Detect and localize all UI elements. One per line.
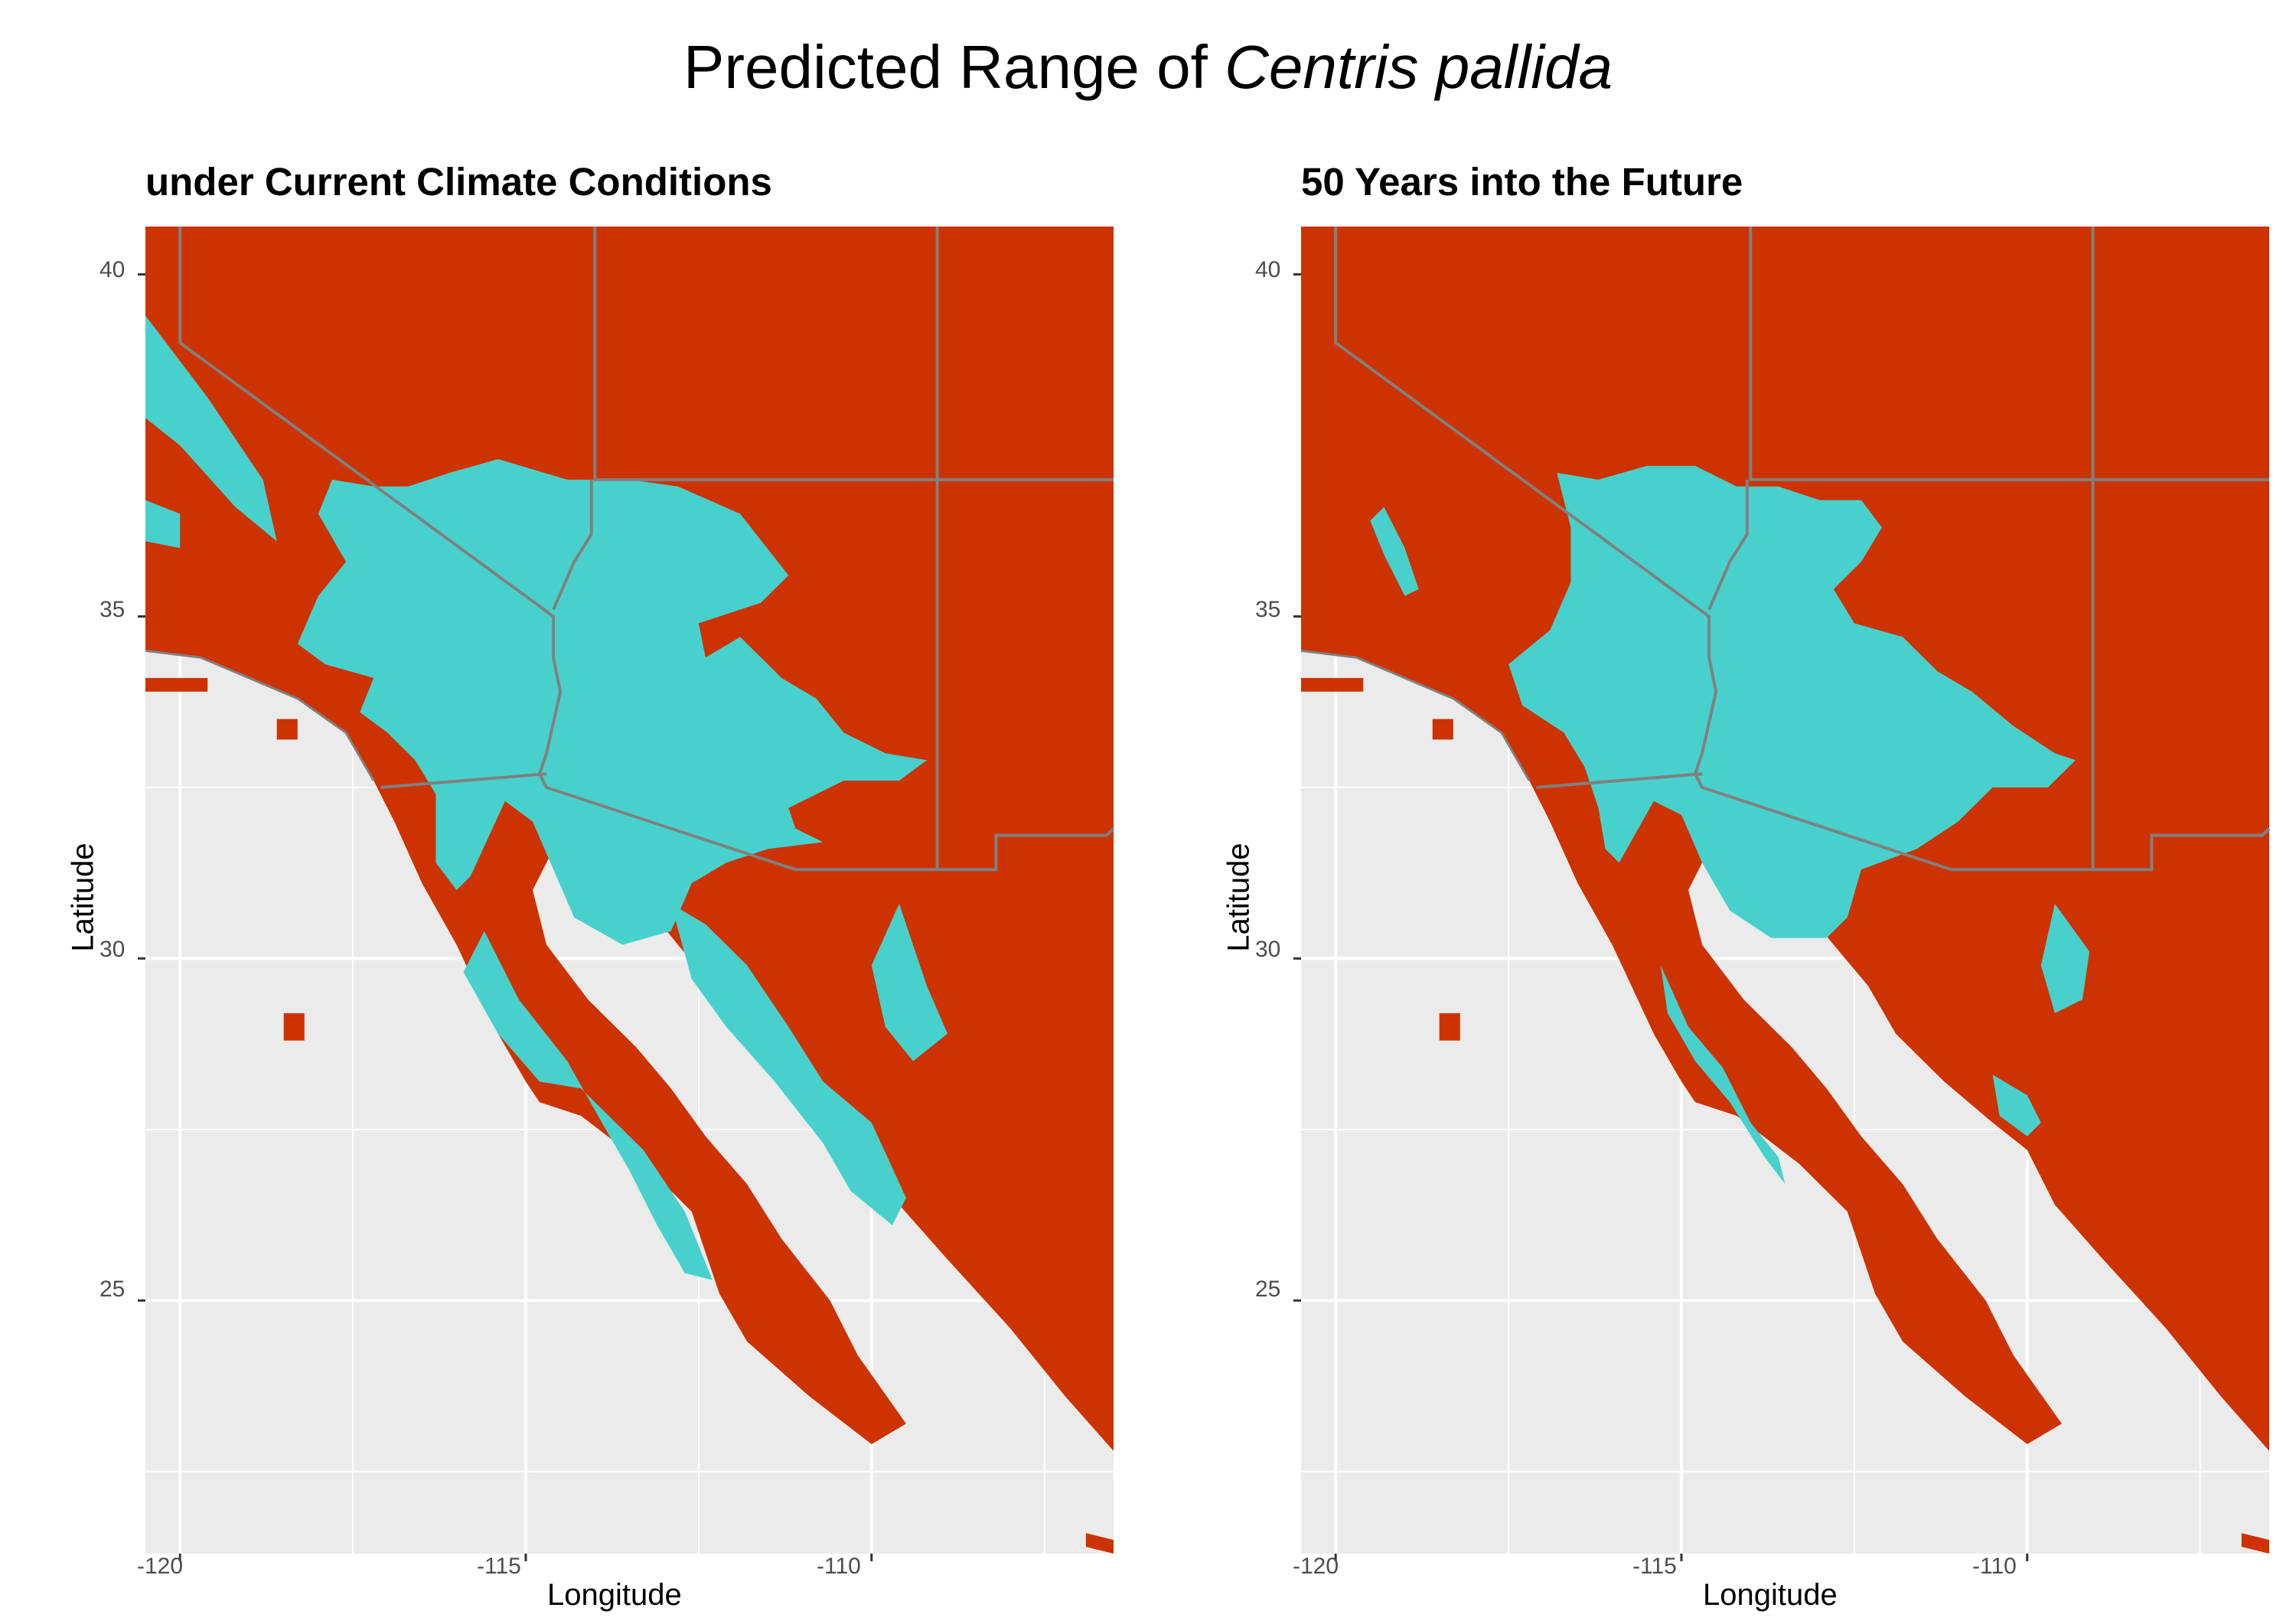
y-tick-label: 40 (99, 257, 126, 282)
y-tick-label: 25 (99, 1277, 126, 1302)
suitable-region (2040, 903, 2090, 1013)
suitable-region (1508, 465, 2076, 938)
unsuitable-island (1301, 677, 1364, 692)
coastline (145, 649, 375, 781)
map-panel-future: 50 Years into the Future Longitude Latit… (1156, 0, 2296, 1624)
panel-subtitle-current: under Current Climate Conditions (145, 160, 772, 204)
suitable-region (145, 500, 181, 549)
map-plot-future (1293, 227, 2271, 1561)
x-axis-title-current: Longitude (547, 1578, 682, 1612)
state-border (1536, 772, 1703, 789)
unsuitable-island (2241, 1533, 2269, 1554)
suitable-region (297, 458, 927, 945)
coastline (1300, 649, 1531, 781)
unsuitable-island (276, 719, 298, 740)
state-border (1707, 479, 1749, 611)
suitable-region (463, 931, 713, 1280)
map-panel-current: under Current Climate Conditions Longitu… (66, 160, 1115, 1612)
unsuitable-island (1439, 1013, 1460, 1041)
suitable-region (1370, 507, 1419, 596)
y-tick-label: 40 (1255, 257, 1281, 282)
x-tick-label: -120 (137, 1554, 184, 1579)
figure-title-prefix: Predicted Range of (683, 33, 1225, 101)
state-border (593, 227, 1114, 481)
unsuitable-island (1432, 719, 1453, 740)
figure-title: Predicted Range of Centris pallida (0, 32, 2296, 103)
y-tick-label: 35 (99, 597, 126, 622)
y-axis-title-future: Latitude (1221, 843, 1256, 952)
suitable-region (670, 903, 906, 1225)
unsuitable-island (1085, 1533, 1114, 1554)
x-tick-label: -120 (1293, 1554, 1339, 1579)
unsuitable-island (283, 1013, 305, 1041)
x-axis-title-future: Longitude (1703, 1578, 1838, 1612)
suitable-region (1660, 965, 1786, 1185)
y-tick-label: 30 (99, 937, 126, 962)
y-axis-title-current: Latitude (66, 843, 100, 952)
suitable-region (1992, 1075, 2041, 1136)
figure-title-species: Centris pallida (1225, 33, 1613, 101)
x-tick-label: -115 (477, 1554, 521, 1579)
map-plot-current (138, 227, 1115, 1561)
state-border (552, 479, 593, 611)
y-tick-label: 30 (1255, 937, 1281, 962)
panel-subtitle-future: 50 Years into the Future (1301, 160, 1743, 204)
x-tick-label: -110 (817, 1554, 861, 1579)
x-tick-label: -115 (1632, 1554, 1677, 1579)
y-tick-label: 35 (1255, 597, 1281, 622)
unsuitable-island (145, 677, 208, 692)
state-border (1749, 227, 2269, 481)
y-tick-label: 25 (1255, 1277, 1281, 1302)
suitable-region (871, 903, 948, 1061)
suitable-region (145, 315, 277, 542)
state-border (380, 772, 547, 789)
x-tick-label: -110 (1972, 1554, 2017, 1579)
